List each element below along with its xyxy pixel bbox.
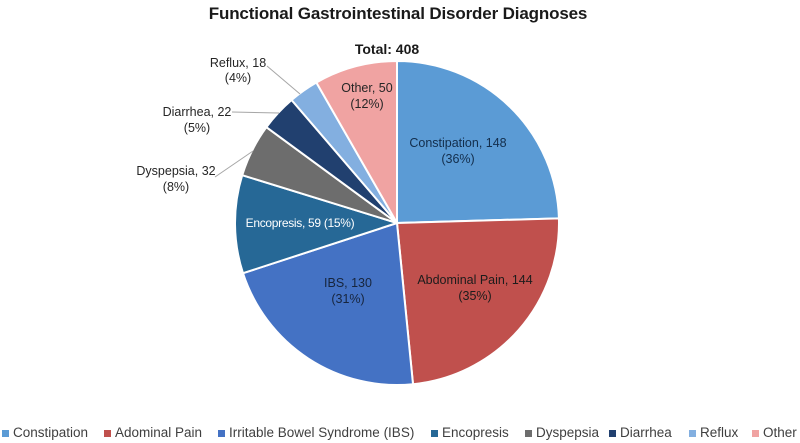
svg-text:(5%): (5%) xyxy=(184,121,210,135)
svg-text:Dyspepsia, 32: Dyspepsia, 32 xyxy=(136,164,215,178)
svg-text:(36%): (36%) xyxy=(441,152,474,166)
svg-text:Constipation, 148: Constipation, 148 xyxy=(409,136,506,150)
svg-text:Adominal Pain: Adominal Pain xyxy=(115,425,202,440)
svg-text:(35%): (35%) xyxy=(458,289,491,303)
svg-text:Reflux, 18: Reflux, 18 xyxy=(210,56,266,70)
svg-text:(8%): (8%) xyxy=(163,180,189,194)
svg-text:Abdominal Pain, 144: Abdominal Pain, 144 xyxy=(417,273,532,287)
svg-text:Total: 408: Total: 408 xyxy=(355,41,420,57)
svg-text:Encopresis: Encopresis xyxy=(442,425,509,440)
svg-text:Other, 50: Other, 50 xyxy=(341,81,392,95)
svg-text:Other: Other xyxy=(763,425,797,440)
svg-text:Diarrhea: Diarrhea xyxy=(620,425,672,440)
svg-text:Diarrhea, 22: Diarrhea, 22 xyxy=(163,105,232,119)
svg-text:(31%): (31%) xyxy=(331,292,364,306)
svg-text:Dyspepsia: Dyspepsia xyxy=(536,425,600,440)
svg-text:(12%): (12%) xyxy=(350,97,383,111)
svg-text:(4%): (4%) xyxy=(225,71,251,85)
svg-text:IBS, 130: IBS, 130 xyxy=(324,276,372,290)
svg-text:Encopresis, 59 (15%): Encopresis, 59 (15%) xyxy=(246,216,355,230)
svg-text:Functional Gastrointestinal Di: Functional Gastrointestinal Disorder Dia… xyxy=(209,4,588,23)
svg-text:Irritable Bowel Syndrome (IBS): Irritable Bowel Syndrome (IBS) xyxy=(229,425,414,440)
svg-text:Constipation: Constipation xyxy=(13,425,88,440)
svg-text:Reflux: Reflux xyxy=(700,425,739,440)
